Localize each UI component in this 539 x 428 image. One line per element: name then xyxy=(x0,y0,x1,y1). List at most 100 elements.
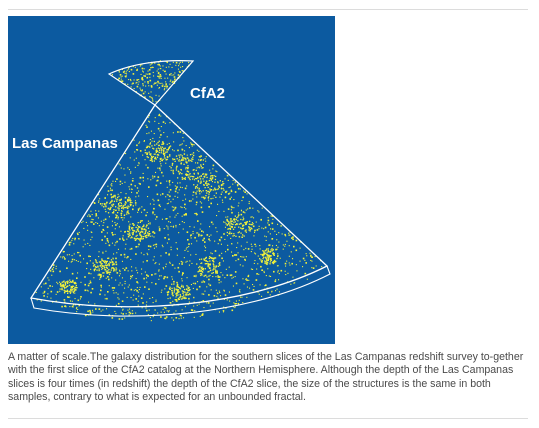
galaxy-point xyxy=(199,228,201,230)
galaxy-point xyxy=(90,221,92,223)
galaxy-point xyxy=(252,284,254,286)
galaxy-point xyxy=(237,185,239,187)
galaxy-point xyxy=(276,257,278,260)
galaxy-point xyxy=(270,250,272,252)
galaxy-point xyxy=(137,272,139,274)
galaxy-point xyxy=(148,245,150,247)
galaxy-point xyxy=(216,295,218,297)
galaxy-point xyxy=(265,258,267,260)
galaxy-point xyxy=(147,156,149,159)
galaxy-point xyxy=(138,190,140,192)
galaxy-point xyxy=(102,265,104,267)
galaxy-point xyxy=(74,288,76,291)
galaxy-point xyxy=(247,248,250,250)
galaxy-point xyxy=(242,265,244,267)
galaxy-point xyxy=(97,266,99,268)
galaxy-point xyxy=(160,311,162,313)
galaxy-point xyxy=(138,79,140,81)
galaxy-point xyxy=(134,239,136,241)
galaxy-point xyxy=(153,200,155,202)
galaxy-point xyxy=(171,206,173,208)
galaxy-point xyxy=(234,271,237,273)
galaxy-point xyxy=(172,169,174,171)
galaxy-point xyxy=(122,238,124,240)
galaxy-point xyxy=(99,265,101,267)
galaxy-point xyxy=(76,277,78,279)
galaxy-point xyxy=(272,262,275,265)
galaxy-point xyxy=(175,317,178,319)
galaxy-point xyxy=(125,243,127,245)
galaxy-point xyxy=(120,214,122,216)
galaxy-point xyxy=(206,184,208,186)
galaxy-point xyxy=(67,292,69,294)
galaxy-point xyxy=(171,287,173,290)
galaxy-point xyxy=(274,230,276,232)
galaxy-point xyxy=(64,258,66,260)
galaxy-point xyxy=(181,215,183,217)
galaxy-point xyxy=(284,262,287,265)
galaxy-point xyxy=(234,182,236,184)
galaxy-point xyxy=(65,306,67,308)
galaxy-point xyxy=(208,283,210,285)
galaxy-point xyxy=(155,171,157,173)
galaxy-point xyxy=(158,87,160,89)
galaxy-point xyxy=(137,83,139,85)
galaxy-point xyxy=(140,73,142,75)
galaxy-point xyxy=(162,65,164,67)
galaxy-point xyxy=(100,261,102,264)
galaxy-point xyxy=(146,224,148,227)
galaxy-point xyxy=(220,188,223,190)
galaxy-point xyxy=(237,216,239,218)
galaxy-point xyxy=(203,275,205,277)
galaxy-point xyxy=(201,267,203,270)
galaxy-point xyxy=(99,293,101,296)
galaxy-point xyxy=(152,244,154,246)
galaxy-point xyxy=(230,220,232,222)
galaxy-point xyxy=(92,262,94,264)
galaxy-point xyxy=(73,290,76,292)
galaxy-point xyxy=(111,200,113,202)
galaxy-point xyxy=(181,207,183,209)
galaxy-point xyxy=(133,289,135,291)
galaxy-point xyxy=(121,300,124,302)
galaxy-point xyxy=(255,221,257,223)
galaxy-point xyxy=(159,82,161,84)
galaxy-point xyxy=(222,201,224,203)
galaxy-point xyxy=(158,228,161,230)
galaxy-point xyxy=(175,296,177,298)
galaxy-point xyxy=(197,271,199,273)
galaxy-point xyxy=(182,261,184,263)
galaxy-point xyxy=(159,149,161,151)
galaxy-point xyxy=(35,291,37,293)
galaxy-point xyxy=(145,73,147,75)
galaxy-point xyxy=(97,265,99,267)
galaxy-point xyxy=(161,244,163,246)
galaxy-point xyxy=(286,281,288,283)
galaxy-point xyxy=(111,189,113,192)
galaxy-point xyxy=(267,291,269,294)
galaxy-point xyxy=(154,158,156,160)
galaxy-point xyxy=(163,277,165,280)
galaxy-point xyxy=(267,222,269,224)
galaxy-point xyxy=(40,286,42,288)
galaxy-point xyxy=(237,187,240,190)
galaxy-point xyxy=(218,311,220,313)
galaxy-point xyxy=(164,317,166,319)
galaxy-point xyxy=(206,173,208,175)
galaxy-point xyxy=(290,283,292,285)
galaxy-point xyxy=(158,154,160,156)
galaxy-point xyxy=(141,220,143,222)
galaxy-point xyxy=(147,223,149,225)
galaxy-point xyxy=(133,139,135,141)
galaxy-point xyxy=(212,272,214,274)
galaxy-point xyxy=(254,243,256,245)
galaxy-point xyxy=(162,150,165,152)
galaxy-point xyxy=(132,227,134,229)
galaxy-point xyxy=(112,257,114,259)
galaxy-point xyxy=(169,195,171,198)
galaxy-point xyxy=(129,203,131,206)
galaxy-point xyxy=(135,289,137,291)
galaxy-point xyxy=(238,290,240,292)
galaxy-point xyxy=(234,221,236,223)
galaxy-point xyxy=(69,281,71,284)
